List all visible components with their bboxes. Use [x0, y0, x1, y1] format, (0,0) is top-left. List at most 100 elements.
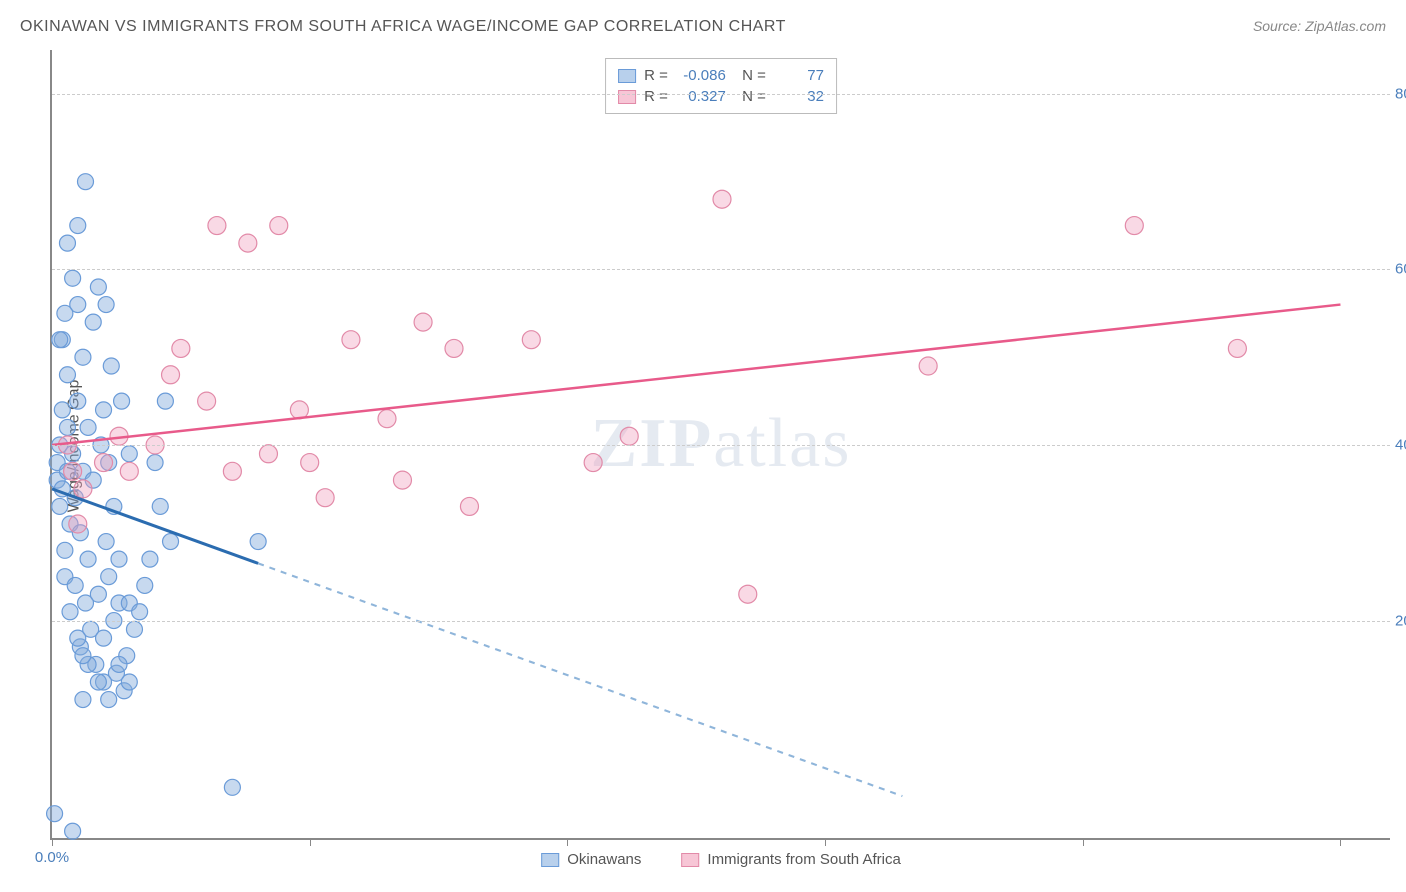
scatter-point	[157, 393, 173, 409]
legend-label-series0: Okinawans	[567, 851, 641, 868]
scatter-point	[223, 462, 241, 480]
scatter-point	[120, 462, 138, 480]
gridline-h	[52, 621, 1390, 622]
scatter-point	[52, 498, 68, 514]
xtick-label-first: 0.0%	[35, 849, 69, 866]
scatter-point	[132, 604, 148, 620]
scatter-point	[90, 586, 106, 602]
scatter-point	[393, 471, 411, 489]
legend-item-series0: Okinawans	[541, 851, 641, 868]
scatter-point	[522, 331, 540, 349]
scatter-point	[147, 455, 163, 471]
legend-swatch-series0	[541, 853, 559, 867]
stat-r-series1: 0.327	[676, 88, 726, 105]
ytick-label: 20.0%	[1395, 612, 1406, 629]
scatter-point	[162, 366, 180, 384]
gridline-h	[52, 94, 1390, 95]
stats-legend-box: R = -0.086 N = 77 R = 0.327 N = 32	[605, 58, 837, 114]
trendline-dashed	[258, 563, 902, 796]
legend-swatch-series1	[681, 853, 699, 867]
scatter-point	[584, 454, 602, 472]
scatter-point	[713, 190, 731, 208]
scatter-point	[47, 806, 63, 822]
xtick	[567, 838, 568, 846]
scatter-point	[259, 445, 277, 463]
scatter-point	[460, 497, 478, 515]
scatter-point	[64, 462, 82, 480]
scatter-point	[224, 779, 240, 795]
xtick	[1083, 838, 1084, 846]
scatter-point	[172, 339, 190, 357]
scatter-point	[75, 692, 91, 708]
scatter-point	[208, 217, 226, 235]
scatter-point	[620, 427, 638, 445]
ytick-label: 40.0%	[1395, 437, 1406, 454]
xtick	[52, 838, 53, 846]
scatter-point	[137, 577, 153, 593]
gridline-h	[52, 269, 1390, 270]
stat-label-n: N =	[734, 67, 766, 84]
stats-row-series1: R = 0.327 N = 32	[618, 86, 824, 107]
scatter-point	[90, 674, 106, 690]
xtick	[1340, 838, 1341, 846]
scatter-point	[85, 314, 101, 330]
scatter-point	[445, 339, 463, 357]
scatter-point	[59, 235, 75, 251]
scatter-point	[250, 534, 266, 550]
scatter-point	[59, 419, 75, 435]
ytick-label: 80.0%	[1395, 85, 1406, 102]
scatter-point	[111, 551, 127, 567]
swatch-series1	[618, 90, 636, 104]
scatter-point	[301, 454, 319, 472]
scatter-point	[70, 630, 86, 646]
scatter-point	[142, 551, 158, 567]
scatter-point	[67, 577, 83, 593]
scatter-point	[101, 569, 117, 585]
chart-plot-area: ZIPatlas R = -0.086 N = 77 R = 0.327 N =…	[50, 50, 1390, 840]
scatter-point	[70, 218, 86, 234]
scatter-point	[78, 174, 94, 190]
scatter-point	[198, 392, 216, 410]
xtick	[310, 838, 311, 846]
scatter-point	[74, 480, 92, 498]
stat-label-r: R =	[644, 88, 668, 105]
xtick	[825, 838, 826, 846]
scatter-point	[121, 446, 137, 462]
scatter-point	[378, 410, 396, 428]
scatter-point	[126, 621, 142, 637]
scatter-point	[121, 674, 137, 690]
scatter-point	[114, 393, 130, 409]
scatter-point	[57, 542, 73, 558]
stat-label-r: R =	[644, 67, 668, 84]
scatter-point	[239, 234, 257, 252]
scatter-point	[919, 357, 937, 375]
scatter-point	[54, 402, 70, 418]
scatter-point	[316, 489, 334, 507]
scatter-point	[59, 367, 75, 383]
scatter-point	[75, 648, 91, 664]
scatter-point	[62, 604, 78, 620]
scatter-point	[1125, 217, 1143, 235]
stat-label-n: N =	[734, 88, 766, 105]
scatter-point	[80, 419, 96, 435]
source-attribution: Source: ZipAtlas.com	[1253, 18, 1386, 34]
scatter-point	[739, 585, 757, 603]
chart-title: OKINAWAN VS IMMIGRANTS FROM SOUTH AFRICA…	[20, 18, 786, 36]
stat-n-series0: 77	[774, 67, 824, 84]
scatter-point	[96, 402, 112, 418]
scatter-point	[96, 630, 112, 646]
scatter-point	[163, 534, 179, 550]
scatter-point	[75, 349, 91, 365]
plot-svg	[52, 50, 1390, 838]
stat-r-series0: -0.086	[676, 67, 726, 84]
legend-item-series1: Immigrants from South Africa	[681, 851, 900, 868]
stats-row-series0: R = -0.086 N = 77	[618, 65, 824, 86]
scatter-point	[270, 217, 288, 235]
ytick-label: 60.0%	[1395, 261, 1406, 278]
scatter-point	[111, 656, 127, 672]
scatter-point	[98, 297, 114, 313]
scatter-point	[57, 305, 73, 321]
scatter-point	[414, 313, 432, 331]
scatter-point	[342, 331, 360, 349]
scatter-point	[65, 270, 81, 286]
